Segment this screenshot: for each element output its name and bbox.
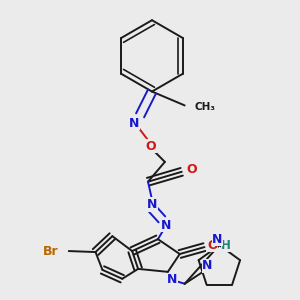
Text: O: O xyxy=(146,140,156,152)
Text: N: N xyxy=(202,260,213,272)
Text: N: N xyxy=(147,198,157,211)
Text: H: H xyxy=(221,238,231,252)
Text: O: O xyxy=(186,163,197,176)
Text: N: N xyxy=(129,117,139,130)
Text: Br: Br xyxy=(43,244,59,258)
Text: N: N xyxy=(167,273,177,286)
Text: O: O xyxy=(207,238,218,252)
Text: N: N xyxy=(212,233,223,246)
Text: CH₃: CH₃ xyxy=(195,102,216,112)
Text: N: N xyxy=(161,219,171,232)
